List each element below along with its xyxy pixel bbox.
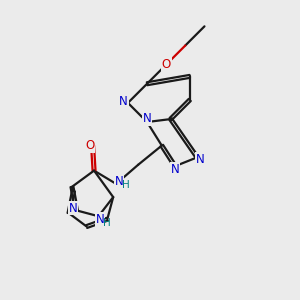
Text: O: O xyxy=(162,58,171,71)
Text: N: N xyxy=(119,95,128,108)
Text: O: O xyxy=(85,139,94,152)
Text: H: H xyxy=(122,180,130,190)
Text: N: N xyxy=(96,213,104,226)
Text: N: N xyxy=(171,163,179,176)
Text: N: N xyxy=(196,153,205,166)
Text: N: N xyxy=(68,202,77,214)
Text: H: H xyxy=(103,218,111,228)
Text: N: N xyxy=(143,112,152,125)
Text: N: N xyxy=(115,175,124,188)
